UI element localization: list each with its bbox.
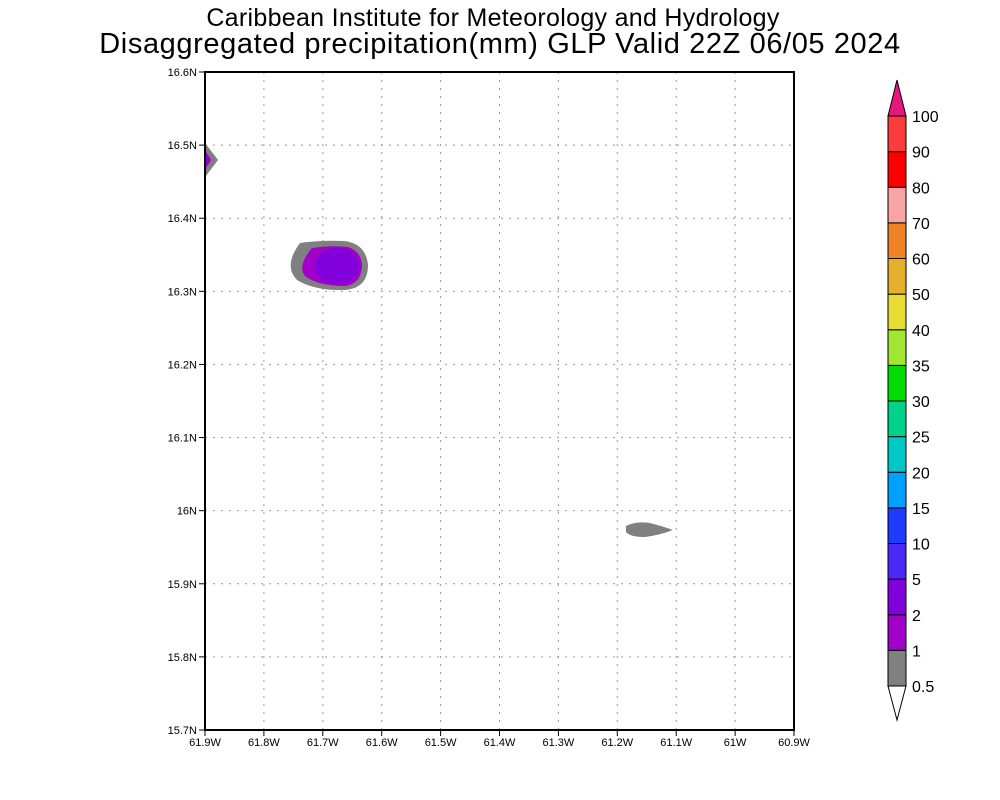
x-tick-label: 61.7W — [307, 737, 339, 749]
y-tick-label: 16N — [177, 506, 197, 518]
colorbar-label: 90 — [912, 145, 930, 162]
x-tick-label: 61.2W — [601, 737, 633, 749]
y-tick-label: 15.7N — [168, 725, 197, 737]
colorbar-label: 15 — [912, 501, 930, 518]
chart-title: Disaggregated precipitation(mm) GLP Vali… — [99, 28, 901, 60]
colorbar-label: 2 — [912, 608, 921, 625]
precip-cell-west-gray — [205, 143, 218, 177]
precip-cell-main-core — [315, 248, 359, 284]
y-tick-label: 16.4N — [168, 213, 197, 225]
y-tick-label: 15.8N — [168, 652, 197, 664]
x-tick-label: 61.3W — [543, 737, 575, 749]
colorbar-swatch — [887, 543, 907, 580]
x-tick-label: 60.9W — [778, 737, 810, 749]
colorbar-label: 10 — [912, 537, 930, 554]
colorbar-label: 50 — [912, 287, 930, 304]
x-tick-label: 61.5W — [425, 737, 457, 749]
colorbar-swatch — [887, 151, 907, 188]
colorbar-label: 60 — [912, 252, 930, 269]
colorbar-swatch — [887, 471, 907, 509]
colorbar-label: 80 — [912, 180, 930, 197]
x-tick-label: 61.4W — [484, 737, 516, 749]
colorbar-swatch — [887, 436, 907, 473]
colorbar-swatch — [887, 614, 907, 651]
colorbar-swatch — [887, 258, 907, 295]
colorbar-swatch — [887, 115, 907, 153]
colorbar-label: 40 — [912, 323, 930, 340]
precip-features — [205, 143, 673, 537]
colorbar-swatch — [887, 649, 907, 687]
y-tick-label: 16.2N — [168, 359, 197, 371]
colorbar-label: 25 — [912, 430, 930, 447]
y-tick-label: 16.6N — [168, 67, 197, 79]
colorbar-swatch — [887, 222, 907, 259]
colorbar-label: 1 — [912, 643, 921, 660]
colorbar-swatch — [887, 400, 907, 438]
colorbar-over-triangle — [887, 79, 907, 117]
colorbar-label: 5 — [912, 572, 921, 589]
y-tick-label: 16.3N — [168, 286, 197, 298]
y-tick-label: 15.9N — [168, 579, 197, 591]
colorbar-swatch — [887, 293, 907, 331]
y-tick-label: 16.5N — [168, 140, 197, 152]
y-tick-label: 16.1N — [168, 433, 197, 445]
x-tick-label: 61.6W — [366, 737, 398, 749]
colorbar-label: 0.5 — [912, 679, 934, 696]
x-tick-label: 61.9W — [189, 737, 221, 749]
precip-cell-southeast-gray — [626, 522, 673, 537]
colorbar-label: 20 — [912, 465, 930, 482]
axis-ticks: 61.9W 61.8W 61.7W 61.6W 61.5W 61.4W 61.3W 61.2W… — [168, 67, 811, 749]
x-tick-label: 61W — [724, 737, 747, 749]
colorbar-swatch — [887, 186, 907, 224]
colorbar-label: 35 — [912, 358, 930, 375]
colorbar-swatch — [887, 507, 907, 544]
x-tick-label: 61.1W — [660, 737, 692, 749]
colorbar-swatch — [887, 329, 907, 366]
colorbar-swatch — [887, 578, 907, 616]
colorbar-label: 100 — [912, 109, 939, 126]
x-tick-label: 61.8W — [248, 737, 280, 749]
colorbar-under-triangle — [887, 685, 907, 722]
colorbar-label: 70 — [912, 216, 930, 233]
colorbar-swatch — [887, 364, 907, 402]
chart-title-org: Caribbean Institute for Meteorology and … — [206, 4, 780, 32]
gridlines — [205, 72, 794, 730]
colorbar-label: 30 — [912, 394, 930, 411]
